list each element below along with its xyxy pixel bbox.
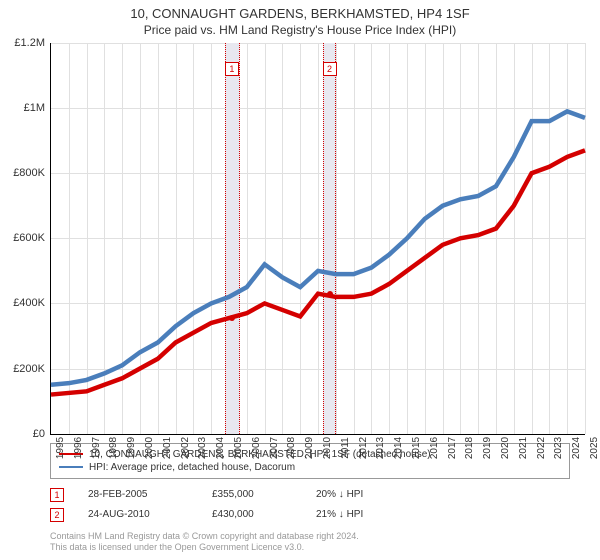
xtick-label: 2001: [158, 437, 173, 459]
sale-hpi: 21% ↓ HPI: [316, 509, 396, 520]
ytick-label: £800K: [13, 167, 51, 179]
xtick-label: 2022: [532, 437, 547, 459]
xtick-label: 2009: [300, 437, 315, 459]
xtick-label: 2023: [549, 437, 564, 459]
xtick-label: 1999: [122, 437, 137, 459]
xtick-label: 2019: [478, 437, 493, 459]
sale-marker-dot: [327, 291, 333, 297]
xtick-label: 1996: [69, 437, 84, 459]
sale-marker-label: 1: [225, 62, 239, 76]
sale-row: 2 24-AUG-2010 £430,000 21% ↓ HPI: [50, 505, 570, 525]
xtick-label: 1997: [87, 437, 102, 459]
sale-marker-label: 2: [323, 62, 337, 76]
sale-date: 24-AUG-2010: [88, 509, 188, 520]
xtick-label: 2006: [247, 437, 262, 459]
xtick-label: 2003: [193, 437, 208, 459]
xtick-label: 2000: [140, 437, 155, 459]
sale-marker-dot: [229, 315, 235, 321]
xtick-label: 2024: [567, 437, 582, 459]
xtick-label: 2010: [318, 437, 333, 459]
xtick-label: 2007: [265, 437, 280, 459]
chart-wrap: £0£200K£400K£600K£800K£1M£1.2M1995199619…: [0, 39, 600, 439]
sale-marker-icon: 2: [50, 508, 64, 522]
footer-line-2: This data is licensed under the Open Gov…: [50, 542, 570, 554]
chart-container: 10, CONNAUGHT GARDENS, BERKHAMSTED, HP4 …: [0, 0, 600, 560]
legend-swatch: [59, 466, 83, 468]
xtick-label: 2005: [229, 437, 244, 459]
ytick-label: £1.2M: [14, 37, 51, 49]
xtick-label: 2013: [371, 437, 386, 459]
xtick-label: 2020: [496, 437, 511, 459]
sale-hpi: 20% ↓ HPI: [316, 489, 396, 500]
xtick-label: 2021: [514, 437, 529, 459]
gridline-v: [585, 43, 586, 434]
titles: 10, CONNAUGHT GARDENS, BERKHAMSTED, HP4 …: [0, 0, 600, 39]
footer: Contains HM Land Registry data © Crown c…: [50, 531, 570, 554]
sale-marker-icon: 1: [50, 488, 64, 502]
xtick-label: 1995: [51, 437, 66, 459]
sale-row: 1 28-FEB-2005 £355,000 20% ↓ HPI: [50, 485, 570, 505]
ytick-label: £0: [33, 428, 51, 440]
legend-label: HPI: Average price, detached house, Daco…: [89, 462, 295, 473]
series-hpi: [51, 111, 585, 384]
chart-area: £0£200K£400K£600K£800K£1M£1.2M1995199619…: [50, 43, 585, 435]
ytick-label: £200K: [13, 363, 51, 375]
xtick-label: 2015: [407, 437, 422, 459]
xtick-label: 2014: [389, 437, 404, 459]
xtick-label: 2002: [176, 437, 191, 459]
ytick-label: £600K: [13, 232, 51, 244]
sale-price: £355,000: [212, 489, 292, 500]
footer-line-1: Contains HM Land Registry data © Crown c…: [50, 531, 570, 543]
chart-title: 10, CONNAUGHT GARDENS, BERKHAMSTED, HP4 …: [0, 6, 600, 21]
line-series-svg: [51, 43, 585, 434]
xtick-label: 2004: [211, 437, 226, 459]
chart-subtitle: Price paid vs. HM Land Registry's House …: [0, 23, 600, 37]
sales-table: 1 28-FEB-2005 £355,000 20% ↓ HPI 2 24-AUG-201…: [50, 485, 570, 525]
xtick-label: 2008: [282, 437, 297, 459]
xtick-label: 2016: [425, 437, 440, 459]
sale-price: £430,000: [212, 509, 292, 520]
sale-date: 28-FEB-2005: [88, 489, 188, 500]
xtick-label: 2017: [443, 437, 458, 459]
legend-item: HPI: Average price, detached house, Daco…: [59, 461, 561, 474]
xtick-label: 2018: [460, 437, 475, 459]
ytick-label: £1M: [24, 102, 51, 114]
xtick-label: 1998: [104, 437, 119, 459]
ytick-label: £400K: [13, 297, 51, 309]
xtick-label: 2012: [354, 437, 369, 459]
xtick-label: 2025: [585, 437, 600, 459]
xtick-label: 2011: [336, 437, 351, 459]
